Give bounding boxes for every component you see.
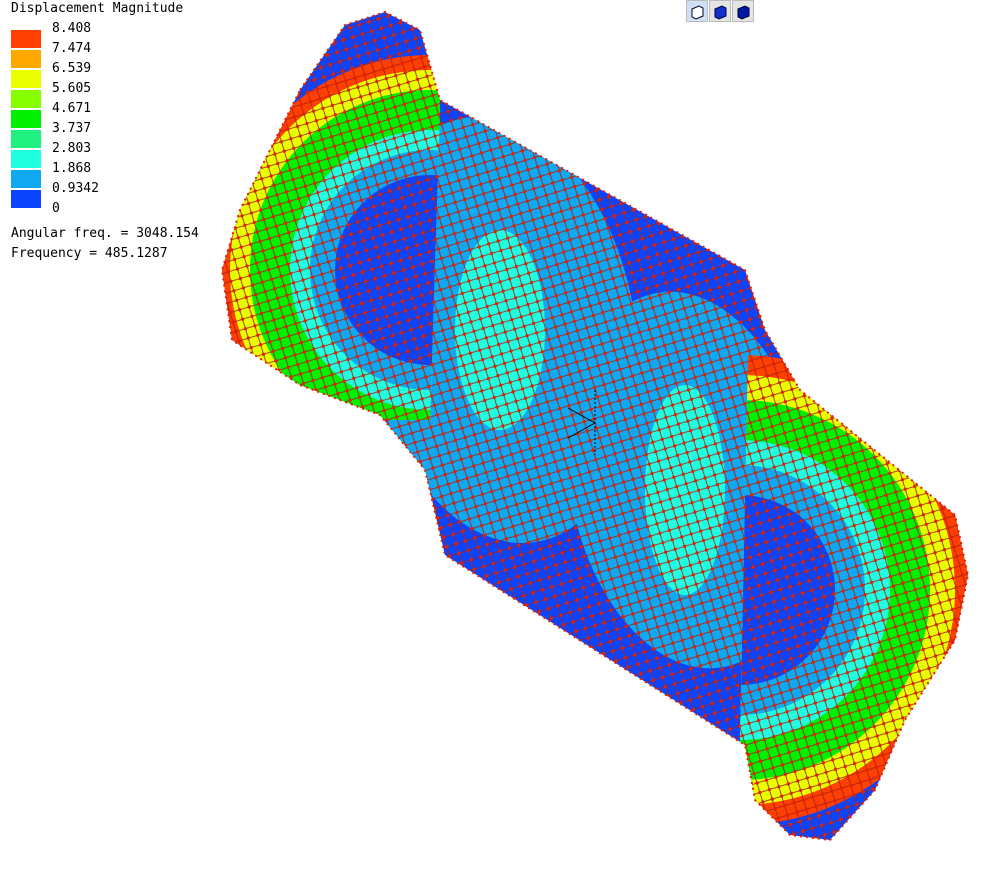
legend-swatch xyxy=(11,110,41,128)
legend-label: 8.408 xyxy=(52,21,92,36)
legend-swatch xyxy=(11,170,41,188)
legend-label: 2.803 xyxy=(52,141,92,156)
legend-label: 3.737 xyxy=(52,121,92,136)
legend-swatch xyxy=(11,150,41,168)
legend-swatch xyxy=(11,50,41,68)
legend-label: 6.539 xyxy=(52,61,92,76)
legend-label: 7.474 xyxy=(52,41,92,56)
legend-label: 1.868 xyxy=(52,161,92,176)
legend-label: 0.9342 xyxy=(52,181,99,196)
legend-swatch xyxy=(11,70,41,88)
legend-swatch xyxy=(11,30,41,48)
view-button[interactable] xyxy=(686,0,708,22)
axis-triad xyxy=(567,390,596,455)
legend-title: Displacement Magnitude xyxy=(11,1,184,16)
info-text: Angular freq. = 3048.154 xyxy=(11,226,199,241)
info-text: Frequency = 485.1287 xyxy=(11,246,168,261)
view-button[interactable] xyxy=(732,0,754,22)
legend-label: 5.605 xyxy=(52,81,92,96)
view-button[interactable] xyxy=(709,0,731,22)
legend-swatch xyxy=(11,130,41,148)
legend-label: 0 xyxy=(52,201,60,216)
legend-swatch xyxy=(11,190,41,208)
legend-label: 4.671 xyxy=(52,101,92,116)
plate-outline xyxy=(220,10,970,842)
legend-swatch xyxy=(11,90,41,108)
